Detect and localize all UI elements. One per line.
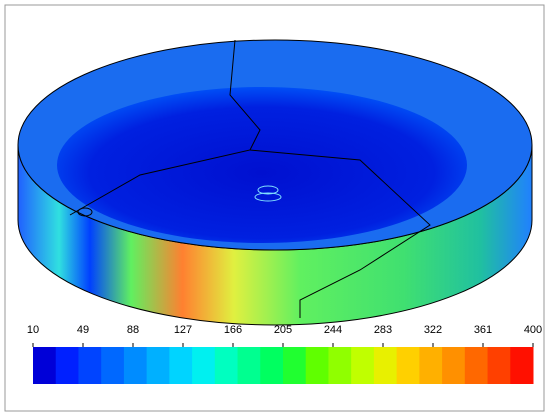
color-band (33, 347, 57, 384)
tick-label: 49 (77, 324, 89, 336)
color-band (214, 347, 239, 384)
nozzle (257, 185, 279, 195)
tick-label: 322 (424, 324, 442, 336)
tick-label: 205 (274, 324, 292, 336)
color-band (146, 347, 170, 384)
color-band (487, 347, 511, 384)
seam-line (249, 149, 431, 318)
color-band (305, 347, 329, 384)
color-band (396, 347, 420, 384)
color-band (351, 347, 375, 384)
color-band (101, 347, 125, 384)
color-band (123, 347, 148, 384)
tank-floor (57, 87, 467, 243)
color-band (510, 347, 534, 384)
manhole (77, 207, 93, 217)
tick-label: 166 (224, 324, 242, 336)
tick-label: 10 (27, 324, 39, 336)
color-band (260, 347, 284, 384)
tick-label: 127 (174, 324, 192, 336)
color-band (328, 347, 352, 384)
tick-label: 244 (324, 324, 342, 336)
tick-label: 361 (474, 324, 492, 336)
color-band (464, 347, 489, 384)
seam-line (69, 39, 261, 216)
color-band (169, 347, 193, 384)
tick-label: 283 (374, 324, 392, 336)
color-band (192, 347, 216, 384)
color-band (283, 347, 307, 384)
color-band (78, 347, 102, 384)
color-band (55, 347, 79, 384)
color-band (373, 347, 398, 384)
nozzle (254, 192, 282, 202)
color-band (237, 347, 261, 384)
tick-label: 88 (127, 324, 139, 336)
color-band (419, 347, 443, 384)
color-band (442, 347, 466, 384)
tick-label: 400 (524, 324, 542, 336)
